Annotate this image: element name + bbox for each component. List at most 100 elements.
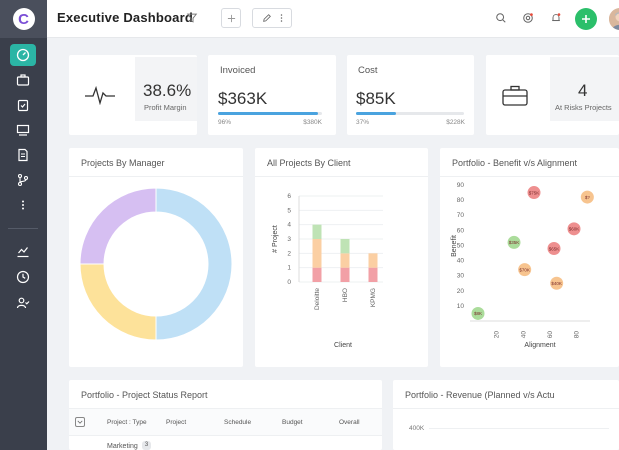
scatter-point [547,241,561,255]
briefcase-icon [502,85,528,106]
scatter-point [518,263,532,277]
y-tick-label: 50 [457,242,465,249]
row-count-badge: 3 [142,441,151,450]
gridline [429,428,609,429]
column-header[interactable]: Project : Type [107,419,147,426]
bar-segment [312,224,322,239]
y-tick-label: 4 [287,222,291,229]
analytics-icon[interactable] [10,240,36,262]
notification-bell-icon[interactable] [549,11,563,25]
profit-margin-label: Profit Margin [144,103,187,112]
column-header[interactable]: Project [166,419,187,426]
bar-segment [340,267,350,282]
user-check-icon[interactable] [10,292,36,314]
column-header[interactable]: Budget [282,419,303,426]
scatter-point [507,235,521,249]
x-tick-label: 60 [547,331,554,339]
profit-margin-value: 38.6% [143,81,192,100]
avatar[interactable] [609,8,619,30]
y-tick-label: 2 [287,250,291,257]
filter-icon[interactable] [185,11,199,25]
stacked-bar-chart: 0 1 2 3 4 5 6 Deloitte HBO KPMG # Project Client [272,193,383,349]
cost-card: Cost $85K 37% $228K [347,55,474,135]
pulse-icon [85,85,115,105]
scatter-point [527,186,541,200]
more-vertical-icon[interactable] [10,194,36,216]
more-vertical-icon [280,14,282,22]
scatter-point [550,276,564,290]
at-risk-value: 4 [578,81,588,100]
point-label: $75K [529,190,540,195]
point-label: $? [585,195,591,200]
invoiced-progress [218,112,322,115]
dashboard-icon[interactable] [10,44,36,66]
table-header [69,409,382,436]
bar-segment [340,239,350,254]
x-tick-label: KPMG [370,288,377,307]
point-label: $70K [519,267,530,272]
scatter-point [471,306,485,320]
cost-total: $228K [446,119,465,126]
invoiced-total: $380K [303,119,322,126]
app-logo[interactable]: C [0,0,47,38]
y-tick-label: 60 [457,227,465,234]
clipboard-icon[interactable] [10,94,36,116]
donut-slice [155,187,233,341]
panel-title: Portfolio - Project Status Report [81,390,208,400]
column-header[interactable]: Schedule [224,419,252,426]
project-status-panel: Portfolio - Project Status Report Projec… [69,380,382,450]
top-header: Executive Dashboard [47,0,619,38]
edit-options-button[interactable] [252,8,292,28]
panel-title: Portfolio - Benefit v/s Alignment [452,158,578,168]
cost-progress [356,112,464,115]
row-label[interactable]: Marketing [107,443,138,450]
y-tick-label: 1 [287,265,291,272]
document-icon[interactable] [10,144,36,166]
panel-title: Portfolio - Revenue (Planned v/s Actu [405,390,555,400]
y-tick-label: 20 [457,288,465,295]
scatter-point [567,222,581,236]
clock-icon[interactable] [10,266,36,288]
activity-icon[interactable] [521,11,535,25]
y-tick-label: 80 [457,197,465,204]
x-tick-label: 20 [494,331,501,339]
branch-icon[interactable] [10,169,36,191]
y-tick-label: 30 [457,273,465,280]
reports-icon[interactable] [10,119,36,141]
column-header[interactable]: Overall [339,419,360,426]
donut-slice [79,263,157,341]
point-label: $65K [549,246,560,251]
point-label: $40K [551,281,562,286]
y-tick-label: 70 [457,212,465,219]
bar-segment [368,267,378,282]
x-axis-label: Alignment [524,342,555,349]
scatter-point [580,190,594,204]
bar-segment [312,239,322,268]
bar-segment [368,253,378,268]
y-tick-label: 400K [409,425,425,432]
y-axis-label: # Project [272,225,279,253]
benefit-alignment-panel: Portfolio - Benefit v/s Alignment 10 20 30… [440,148,619,367]
search-icon[interactable] [494,11,508,25]
invoiced-card: Invoiced $363K 96% $380K [208,55,336,135]
point-label: $8K [474,311,482,316]
x-tick-label: 40 [520,331,527,339]
donut-chart [79,187,233,341]
y-tick-label: 6 [287,193,291,200]
scatter-chart: 10 20 30 40 50 60 70 80 90 20 40 60 80 $75K $? $60K $35K… [451,182,594,349]
point-label: $35K [509,240,520,245]
y-tick-label: 3 [287,236,291,243]
projects-by-client-panel: All Projects By Client 0 1 2 3 4 5 6 Deloitte HB… [255,148,428,367]
x-tick-label: HBO [342,288,349,302]
x-axis-label: Client [334,342,352,349]
chevron-down-icon[interactable] [75,417,85,427]
add-widget-button[interactable] [221,8,241,28]
add-button[interactable] [575,8,597,30]
invoiced-title: Invoiced [220,65,256,76]
bar-segment [312,267,322,282]
briefcase-icon[interactable] [10,69,36,91]
donut-slice [79,187,157,265]
panel-title: All Projects By Client [267,158,351,168]
invoiced-value: $363K [218,89,268,108]
cost-value: $85K [356,89,396,108]
